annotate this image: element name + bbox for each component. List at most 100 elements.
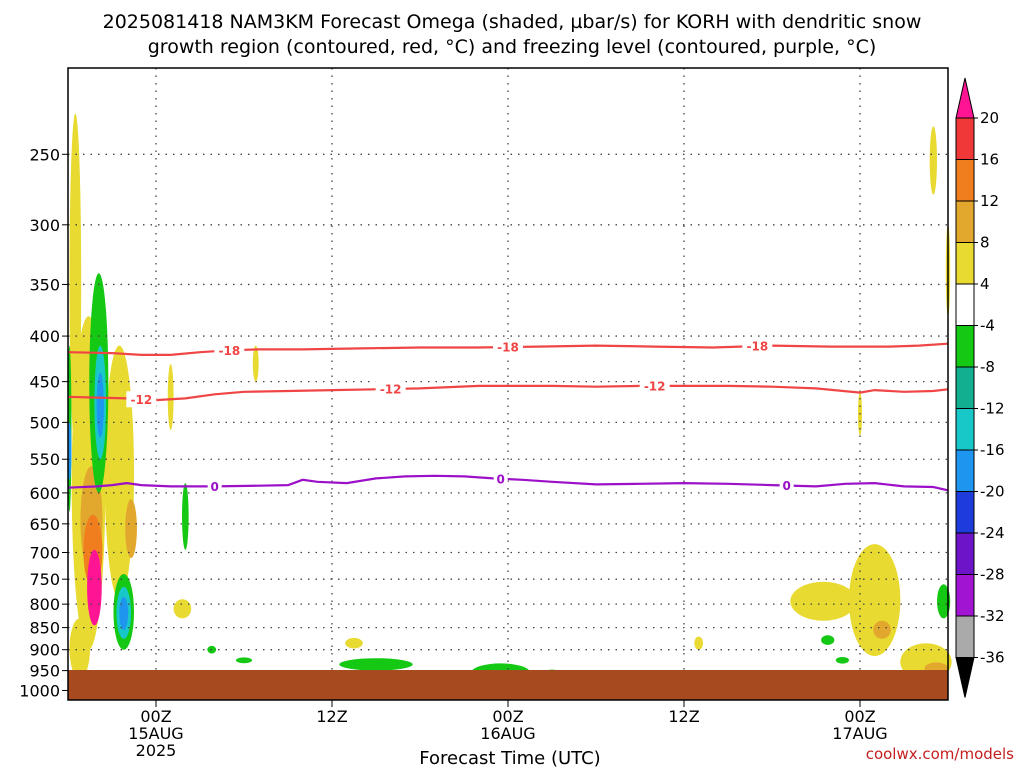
omega-region (96, 372, 104, 438)
y-tick-label: 600 (29, 484, 60, 503)
chart-title-line2: growth region (contoured, red, °C) and f… (148, 36, 877, 58)
omega-region (835, 656, 850, 664)
x-tick-label: 00Z (140, 707, 171, 726)
y-tick-label: 750 (29, 570, 60, 589)
colorbar-swatch (955, 532, 975, 575)
x-tick-label: 00Z (492, 707, 523, 726)
x-tick-label: 12Z (668, 707, 699, 726)
colorbar-label: 12 (980, 192, 999, 210)
colorbar-label: 20 (980, 109, 999, 127)
omega-region (119, 596, 129, 630)
x-tick-label: 00Z (844, 707, 875, 726)
y-tick-label: 1000 (19, 681, 60, 700)
contour-line--18 (67, 342, 949, 356)
y-tick-label: 850 (29, 619, 60, 638)
colorbar-swatch (955, 491, 975, 534)
y-tick-label: 650 (29, 515, 60, 534)
omega-region (252, 345, 259, 382)
colorbar-label: -20 (980, 483, 1005, 501)
omega-region (873, 620, 891, 639)
colorbar: 20 16 12 8 4 -4 -8 -12 -16 -20 -24 -28 -32 -36 (955, 77, 1005, 698)
omega-region (69, 618, 90, 679)
contour-label-bg (126, 391, 157, 408)
contour-label-bg (493, 470, 508, 487)
y-tick-label: 250 (29, 145, 60, 164)
plot-area: -18 -18 -18 -12 -12 -12 0 0 0 (67, 67, 952, 701)
colorbar-swatch (955, 574, 975, 617)
omega-region (821, 635, 835, 645)
colorbar-swatch (955, 325, 975, 368)
ground-below-surface (68, 670, 948, 700)
colorbar-swatch (955, 408, 975, 451)
colorbar-swatch (955, 366, 975, 409)
contour-label: 0 (782, 479, 790, 493)
contour-label-bg (742, 338, 773, 355)
y-tick-label: 950 (29, 662, 60, 681)
colorbar-swatch (955, 449, 975, 492)
contour-label: -18 (218, 344, 240, 358)
contour-label: -12 (380, 383, 402, 397)
colorbar-label: 8 (980, 234, 990, 252)
gridlines (68, 68, 948, 700)
colorbar-label: -12 (980, 400, 1005, 418)
x-tick-label: 16AUG (480, 724, 535, 743)
colorbar-label: 16 (980, 151, 999, 169)
omega-region (339, 658, 413, 671)
omega-region (182, 483, 189, 550)
omega-region (937, 584, 951, 619)
colorbar-swatch (955, 283, 975, 326)
omega-region (104, 345, 134, 600)
colorbar-swatch (955, 77, 975, 119)
y-tick-label: 550 (29, 450, 60, 469)
y-tick-label: 450 (29, 373, 60, 392)
y-tick-label: 500 (29, 413, 60, 432)
y-tick-label: 350 (29, 275, 60, 294)
colorbar-swatch (955, 159, 975, 202)
contour-label-bg (207, 478, 222, 495)
y-tick-label: 400 (29, 327, 60, 346)
omega-region (87, 549, 102, 626)
contour-line-0 (67, 474, 949, 492)
contour-label: -18 (497, 341, 519, 355)
omega-region (125, 499, 137, 558)
contour-label-bg (493, 339, 523, 356)
omega-region (790, 581, 857, 621)
omega-region (345, 637, 363, 649)
x-tick-label: 2025 (136, 741, 177, 760)
colorbar-swatch (955, 200, 975, 243)
x-tick-label: 12Z (316, 707, 347, 726)
colorbar-label: -4 (980, 317, 995, 335)
contour-label: -12 (644, 379, 666, 393)
omega-region (167, 364, 174, 431)
colorbar-swatch (955, 657, 975, 698)
colorbar-label: -8 (980, 358, 995, 376)
contour-label-bg (639, 377, 670, 394)
omega-region (694, 636, 704, 650)
colorbar-label: -36 (980, 649, 1005, 667)
colorbar-swatch (955, 615, 975, 658)
credit-link[interactable]: coolwx.com/models (866, 745, 1014, 763)
contour-label: 0 (496, 472, 504, 486)
chart-title-line1: 2025081418 NAM3KM Forecast Omega (shaded… (103, 11, 922, 33)
colorbar-label: -32 (980, 607, 1005, 625)
y-tick-label: 300 (29, 216, 60, 235)
contour-label: -18 (746, 340, 768, 354)
contour-label-bg (375, 381, 406, 398)
contour-label-bg (214, 342, 245, 359)
x-tick-label: 17AUG (832, 724, 887, 743)
omega-region (929, 126, 937, 195)
colorbar-swatch (955, 117, 975, 160)
colorbar-label: -24 (980, 524, 1005, 542)
omega-shading (67, 113, 952, 687)
colorbar-swatch (955, 242, 975, 285)
y-axis: 250 300 350 400 450 500 550 600 650 700 750 800 850 9… (19, 145, 68, 700)
y-tick-label: 800 (29, 595, 60, 614)
x-tick-label: 15AUG (128, 724, 183, 743)
colorbar-label: 4 (980, 275, 990, 293)
y-tick-label: 700 (29, 544, 60, 563)
y-tick-label: 900 (29, 641, 60, 660)
contours: -18 -18 -18 -12 -12 -12 0 0 0 (67, 338, 949, 495)
omega-region (173, 599, 192, 619)
